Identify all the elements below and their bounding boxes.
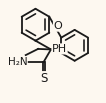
Text: O: O [54, 21, 62, 31]
Text: H₂N: H₂N [8, 57, 27, 67]
Text: S: S [40, 72, 47, 85]
Text: PH: PH [52, 44, 67, 54]
